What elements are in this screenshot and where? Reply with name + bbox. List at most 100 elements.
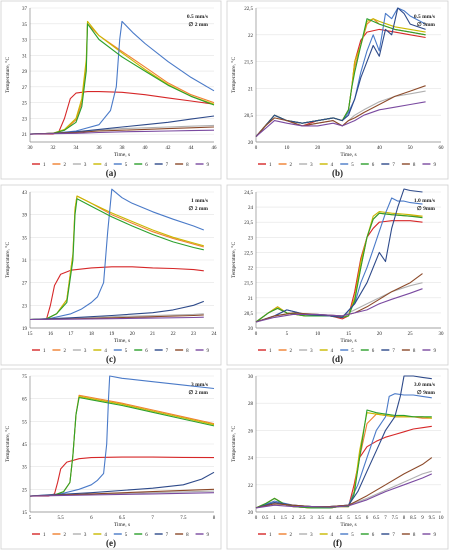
series-line-7 (255, 188, 423, 323)
legend-label: 7 (392, 163, 395, 168)
y-tick-label: 45 (22, 443, 28, 448)
panel-caption: (a) (106, 168, 117, 178)
y-tick-label: 22,5 (244, 251, 253, 256)
x-tick-label: 6.5 (373, 516, 380, 521)
y-tick-label: 37 (22, 7, 28, 12)
x-tick-label: 42 (166, 146, 172, 151)
x-tick-label: 6.5 (119, 516, 126, 521)
panel-caption: (e) (106, 538, 116, 548)
legend-label: 4 (331, 349, 334, 354)
x-tick-label: 21 (150, 332, 156, 337)
x-axis-label: Time, s (340, 152, 356, 158)
legend-label: 3 (84, 349, 87, 354)
x-tick-label: 0.5 (262, 516, 269, 521)
legend-label: 8 (413, 349, 416, 354)
x-tick-label: 7.5 (180, 516, 187, 521)
chart-annotation: ∅ 9mm (417, 205, 435, 212)
y-tick-label: 21 (248, 297, 254, 302)
y-tick-label: 26 (248, 429, 254, 434)
y-tick-label: 21,5 (244, 61, 253, 66)
x-tick-label: 22 (171, 332, 177, 337)
y-axis-label: Temperature, °C (4, 426, 11, 463)
x-tick-label: 17 (68, 332, 74, 337)
series-line-6 (29, 198, 204, 321)
series-line-4 (29, 20, 215, 135)
y-tick-label: 24 (248, 457, 254, 462)
y-tick-label: 35 (22, 23, 28, 28)
legend-label: 7 (392, 349, 395, 354)
y-tick-label: 29 (22, 70, 28, 75)
legend-label: 3 (84, 163, 87, 168)
legend-label: 5 (351, 533, 354, 538)
x-axis-label: Time, s (114, 152, 130, 158)
y-tick-label: 75 (22, 375, 28, 380)
chart-annotation: ∅ 9mm (417, 21, 435, 28)
panel-caption: (c) (106, 354, 116, 364)
x-axis-label: Time, s (340, 338, 356, 344)
series-line-6 (255, 212, 423, 323)
chart-annotation: ∅ 9mm (417, 389, 435, 396)
legend-label: 8 (186, 163, 189, 168)
x-tick-label: 7 (384, 516, 387, 521)
panel-frame (0, 0, 222, 180)
x-tick-label: 7.5 (392, 516, 399, 521)
legend-label: 4 (104, 349, 107, 354)
x-tick-label: 0 (255, 516, 258, 521)
chart-annotation: 1 mm/s (191, 198, 208, 204)
y-tick-label: 35 (22, 236, 28, 241)
legend-label: 7 (166, 533, 169, 538)
x-tick-label: 2.5 (299, 516, 306, 521)
legend-label: 5 (351, 349, 354, 354)
x-tick-label: 2 (292, 516, 295, 521)
x-tick-label: 5.5 (355, 516, 362, 521)
x-tick-label: 25 (408, 332, 414, 337)
y-tick-label: 22 (248, 267, 254, 272)
x-tick-label: 9.5 (429, 516, 436, 521)
legend-label: 2 (63, 533, 66, 538)
y-tick-label: 39 (22, 214, 28, 219)
x-tick-label: 60 (439, 146, 445, 151)
y-tick-label: 20 (248, 141, 254, 146)
y-tick-label: 20,5 (244, 114, 253, 119)
y-axis-label: Temperature, °C (230, 426, 237, 463)
x-tick-label: 5.5 (58, 516, 65, 521)
series-line-9 (255, 288, 423, 323)
series-line-6 (29, 396, 215, 497)
legend-label: 8 (413, 163, 416, 168)
legend-label: 6 (145, 533, 148, 538)
y-tick-label: 21 (22, 133, 28, 138)
series-line-7 (29, 300, 204, 321)
y-tick-label: 21,5 (244, 282, 253, 287)
x-tick-label: 40 (143, 146, 149, 151)
x-tick-label: 18 (89, 332, 95, 337)
x-tick-label: 5 (29, 516, 32, 521)
series-line-9 (29, 316, 204, 321)
x-tick-label: 10 (315, 332, 321, 337)
chart-annotation: ∅ 2 mm (189, 389, 209, 396)
x-tick-label: 34 (74, 146, 80, 151)
x-tick-label: 15 (28, 332, 34, 337)
series-line-9 (29, 129, 215, 135)
legend-label: 1 (269, 533, 272, 538)
x-tick-label: 10 (439, 516, 445, 521)
series-line-9 (255, 101, 426, 138)
x-tick-label: 4 (329, 516, 332, 521)
series-line-9 (29, 492, 215, 497)
x-tick-label: 20 (377, 332, 383, 337)
x-axis-label: Time, s (114, 522, 130, 528)
series-line-8 (255, 457, 433, 509)
x-tick-label: 16 (48, 332, 54, 337)
x-tick-label: 7 (151, 516, 154, 521)
y-tick-label: 23 (22, 304, 28, 309)
x-tick-label: 40 (377, 146, 383, 151)
y-tick-label: 30 (248, 375, 254, 380)
legend-label: 4 (331, 533, 334, 538)
x-tick-label: 30 (28, 146, 34, 151)
panel-frame (0, 368, 222, 550)
legend-label: 1 (43, 533, 46, 538)
x-axis-label: Time, s (114, 338, 130, 344)
y-axis-label: Temperature, °C (4, 57, 11, 94)
